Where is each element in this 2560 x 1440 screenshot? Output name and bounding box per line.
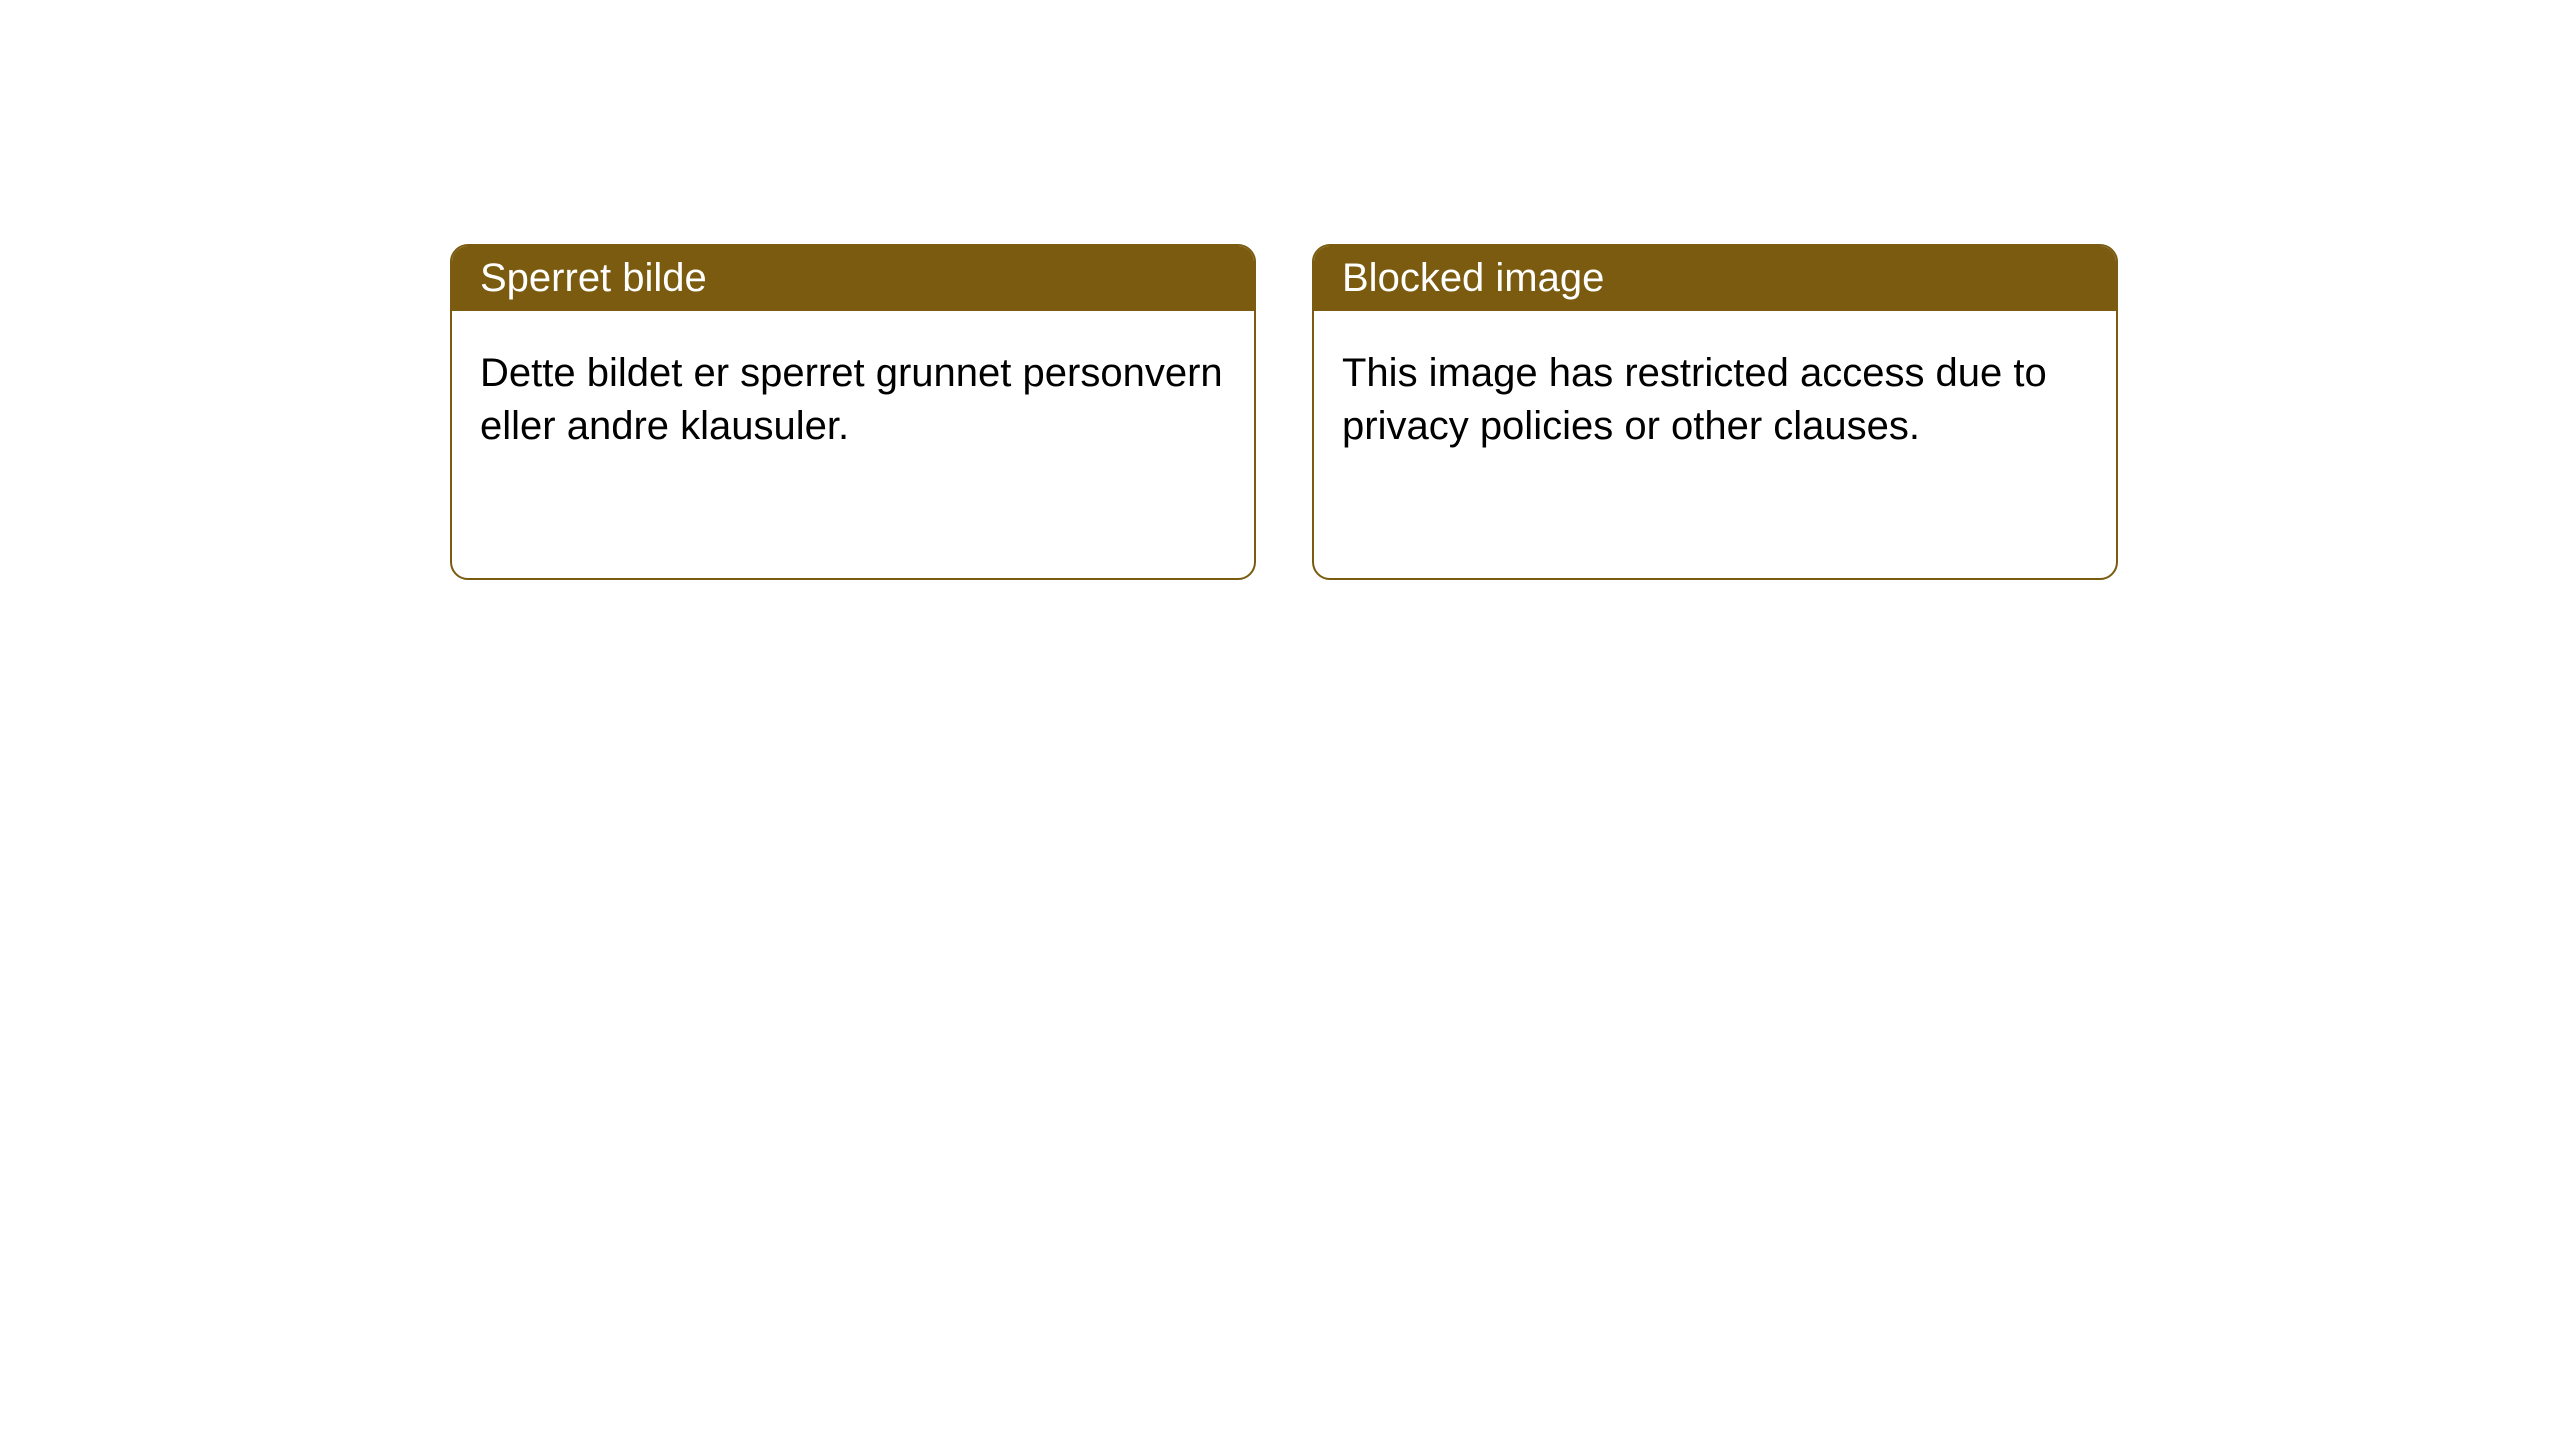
card-body: This image has restricted access due to … xyxy=(1314,311,2116,489)
notice-container: Sperret bilde Dette bildet er sperret gr… xyxy=(0,0,2560,580)
card-header: Sperret bilde xyxy=(452,246,1254,311)
card-body: Dette bildet er sperret grunnet personve… xyxy=(452,311,1254,489)
card-header: Blocked image xyxy=(1314,246,2116,311)
blocked-image-card-en: Blocked image This image has restricted … xyxy=(1312,244,2118,580)
blocked-image-card-no: Sperret bilde Dette bildet er sperret gr… xyxy=(450,244,1256,580)
